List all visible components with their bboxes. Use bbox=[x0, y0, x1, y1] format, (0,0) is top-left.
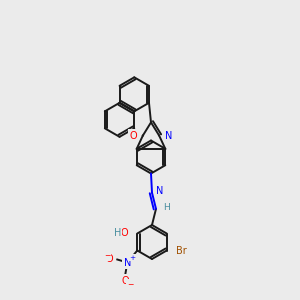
Text: N: N bbox=[124, 257, 131, 268]
Text: −: − bbox=[127, 280, 134, 289]
Text: −: − bbox=[104, 251, 110, 260]
Text: O: O bbox=[121, 227, 128, 238]
Text: O: O bbox=[122, 275, 129, 286]
Text: O: O bbox=[106, 254, 113, 265]
Text: H: H bbox=[114, 227, 121, 238]
Text: +: + bbox=[129, 254, 135, 260]
Text: O: O bbox=[129, 130, 137, 141]
Text: N: N bbox=[156, 186, 164, 196]
Text: Br: Br bbox=[176, 245, 187, 256]
Text: H: H bbox=[163, 203, 170, 212]
Text: N: N bbox=[165, 130, 172, 141]
